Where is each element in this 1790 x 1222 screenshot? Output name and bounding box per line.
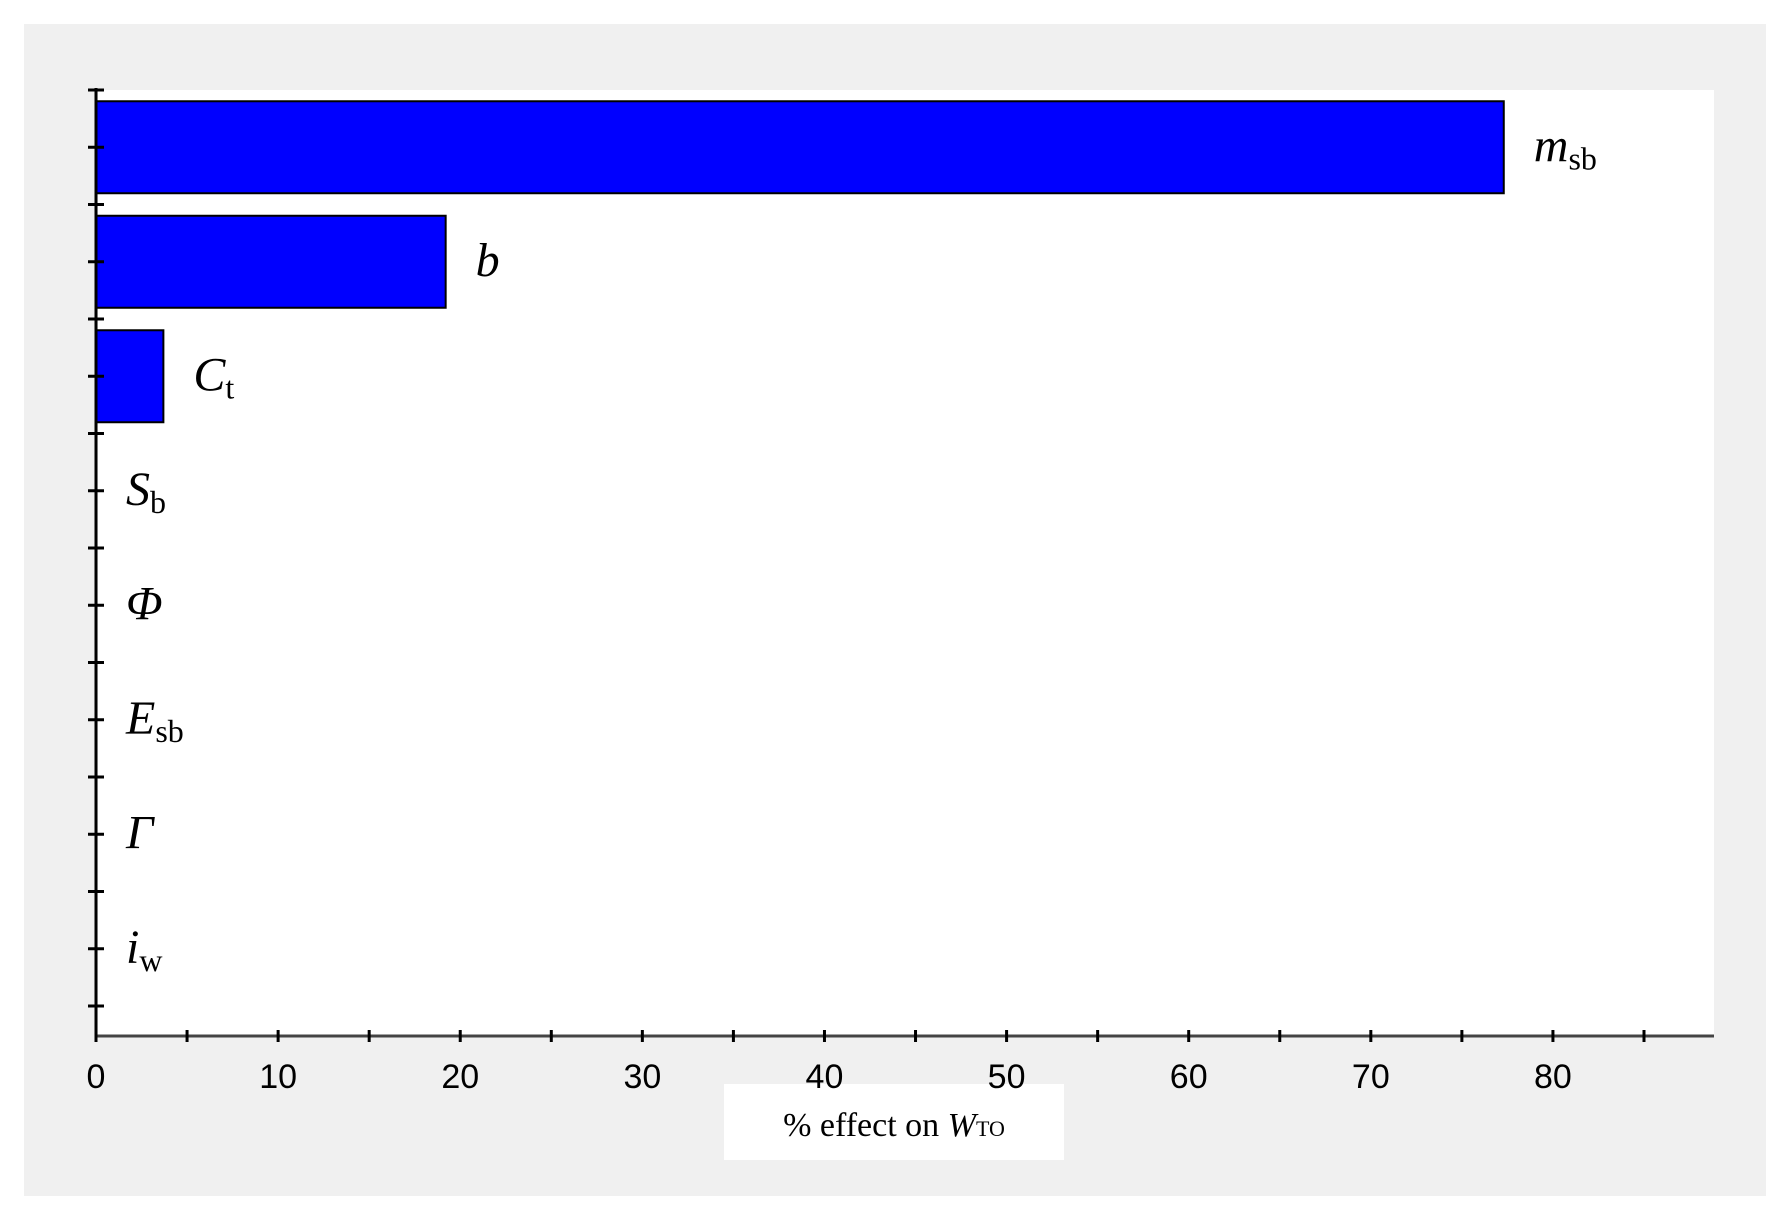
bar-label-8: iw bbox=[126, 921, 162, 978]
bar-label-subscript: sb bbox=[155, 713, 183, 749]
bar-label-3: Ct bbox=[193, 348, 234, 405]
bar-label-4: Sb bbox=[126, 463, 166, 520]
bar-label-1: msb bbox=[1534, 119, 1597, 176]
bar-label-symbol: b bbox=[476, 234, 500, 287]
bar-label-symbol: m bbox=[1534, 119, 1569, 172]
x-tick-label: 60 bbox=[1170, 1058, 1208, 1096]
bar-label-symbol: E bbox=[125, 692, 155, 745]
bar-3 bbox=[95, 329, 165, 424]
bar-label-6: Esb bbox=[125, 692, 184, 749]
x-tick-label: 50 bbox=[988, 1058, 1026, 1096]
x-axis-label-var: W bbox=[948, 1107, 979, 1144]
bar-2 bbox=[95, 214, 447, 309]
bar-label-symbol: Φ bbox=[126, 577, 163, 630]
bar-label-symbol: C bbox=[193, 348, 226, 401]
x-tick-label: 30 bbox=[623, 1058, 661, 1096]
x-axis-label-prefix: % effect on bbox=[783, 1107, 948, 1144]
xlabel-background bbox=[724, 1084, 1064, 1160]
x-axis-label: % effect on WTO bbox=[783, 1107, 1005, 1144]
x-tick-label: 10 bbox=[259, 1058, 297, 1096]
bar-label-subscript: b bbox=[150, 484, 166, 520]
bar-label-2: b bbox=[476, 234, 500, 287]
bar-label-7: Γ bbox=[125, 806, 155, 859]
bar-label-subscript: w bbox=[139, 942, 162, 978]
x-tick-label: 20 bbox=[441, 1058, 479, 1096]
bar-label-5: Φ bbox=[126, 577, 163, 630]
bar-label-subscript: sb bbox=[1568, 140, 1596, 176]
bar-label-symbol: S bbox=[126, 463, 150, 516]
x-tick-label: 70 bbox=[1352, 1058, 1390, 1096]
bar-label-symbol: Γ bbox=[125, 806, 155, 859]
bar-label-subscript: t bbox=[225, 369, 234, 405]
x-tick-label: 40 bbox=[806, 1058, 844, 1096]
x-tick-label: 0 bbox=[87, 1058, 106, 1096]
x-tick-label: 80 bbox=[1534, 1058, 1572, 1096]
bar-1 bbox=[95, 100, 1505, 195]
bar-label-symbol: i bbox=[126, 921, 139, 974]
x-axis-label-sub: TO bbox=[976, 1116, 1005, 1141]
